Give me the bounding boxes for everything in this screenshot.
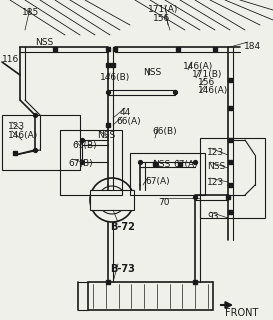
Text: 70: 70 (158, 198, 170, 207)
Text: 146(B): 146(B) (100, 73, 130, 82)
Text: 67(B): 67(B) (68, 159, 93, 168)
Text: 123: 123 (207, 148, 224, 157)
Text: 123: 123 (8, 122, 25, 131)
Text: 67(A): 67(A) (145, 177, 170, 186)
Text: 116: 116 (2, 55, 19, 64)
Text: 67(B): 67(B) (72, 141, 97, 150)
Bar (88, 282, 213, 310)
Text: 93: 93 (207, 212, 218, 221)
Text: NSS: NSS (207, 162, 225, 171)
Text: NSS: NSS (143, 68, 161, 77)
Bar (60, 130, 122, 195)
Text: 146(A): 146(A) (8, 131, 38, 140)
Text: 171(A): 171(A) (148, 5, 178, 14)
Text: 67(A): 67(A) (173, 160, 198, 169)
Text: 156: 156 (153, 14, 170, 23)
Text: 146(A): 146(A) (198, 86, 228, 95)
Text: 184: 184 (244, 42, 261, 51)
Text: 66(A): 66(A) (116, 117, 141, 126)
Bar (90, 190, 134, 210)
Bar (130, 153, 205, 195)
Text: NSS: NSS (97, 131, 115, 140)
Bar (200, 138, 265, 218)
Bar (2, 115, 80, 170)
Text: 185: 185 (22, 8, 39, 17)
Text: NSS: NSS (35, 38, 53, 47)
Text: FRONT: FRONT (225, 308, 258, 318)
Text: B-72: B-72 (110, 222, 135, 232)
Text: 146(A): 146(A) (183, 62, 213, 71)
Text: 123: 123 (207, 178, 224, 187)
Text: NSS: NSS (152, 160, 170, 169)
Text: 66(B): 66(B) (152, 127, 177, 136)
Text: 44: 44 (120, 108, 131, 117)
Text: B-73: B-73 (110, 264, 135, 274)
Text: 156: 156 (198, 78, 215, 87)
Text: 171(B): 171(B) (192, 70, 222, 79)
